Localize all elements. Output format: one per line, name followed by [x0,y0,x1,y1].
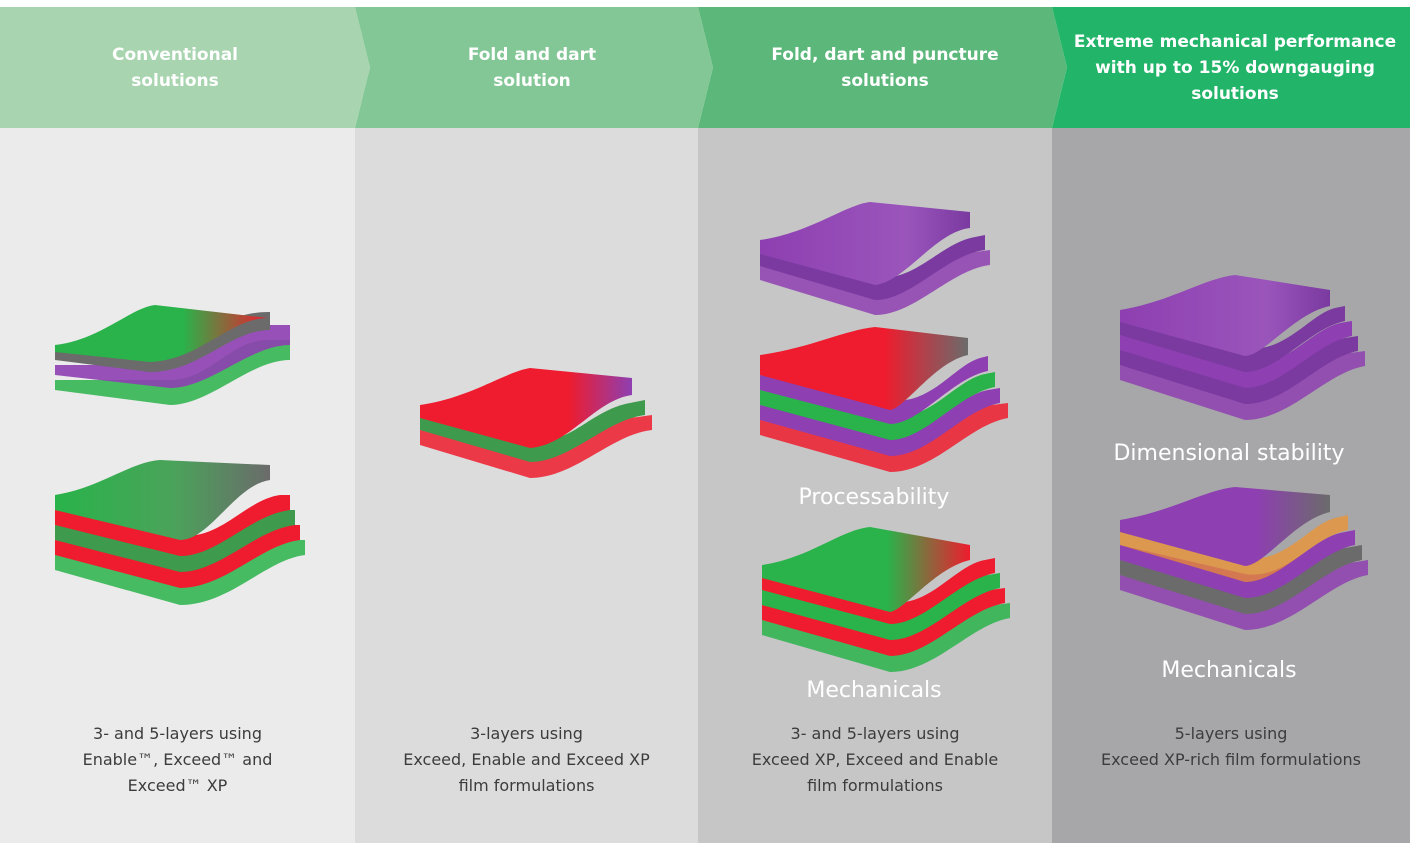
stack-processability-5layer [760,327,1008,472]
header-bg-fold-dart [355,7,713,128]
header-chevrons [0,7,1410,128]
header-extreme-mechanical: Extreme mechanical performance with up t… [1073,31,1397,104]
stack-mechanicals-col4 [1120,487,1368,630]
stack-dimensional-stability [1120,275,1365,420]
stack-processability-top [760,202,990,315]
column-fold-dart: 3-layers using Exceed, Enable and Exceed… [355,128,698,843]
column-extreme-mechanical: 5-layers using Exceed XP-rich film formu… [1052,128,1410,843]
label-mechanicals-col4: Mechanicals [1161,658,1297,683]
header-fold-dart-puncture: Fold, dart and puncture solutions [771,44,999,91]
caption-fold-dart: 3-layers using Exceed, Enable and Exceed… [403,724,650,795]
header-fold-dart: Fold and dart solution [467,44,597,91]
column-conventional: 3- and 5-layers using Enable™, Exceed™ a… [0,128,355,843]
stack-mechanicals-col3 [762,527,1010,672]
caption-extreme-mechanical: 5-layers using Exceed XP-rich film formu… [1101,724,1361,769]
caption-fold-dart-puncture: 3- and 5-layers using Exceed XP, Exceed … [751,724,999,795]
label-mechanicals-col3: Mechanicals [806,678,942,703]
stack-fold-dart-3layer [420,368,652,478]
header-bg-extreme [1052,7,1410,128]
header-conventional: Conventional solutions [111,44,238,91]
header-bg-fold-dart-puncture [698,7,1067,128]
header-bg-conventional [0,7,370,128]
stack-conventional-5layer [55,460,305,605]
label-processability: Processability [798,485,950,510]
label-dimensional-stability: Dimensional stability [1113,441,1345,466]
caption-conventional: 3- and 5-layers using Enable™, Exceed™ a… [82,724,273,795]
stack-conventional-3layer [55,305,290,405]
